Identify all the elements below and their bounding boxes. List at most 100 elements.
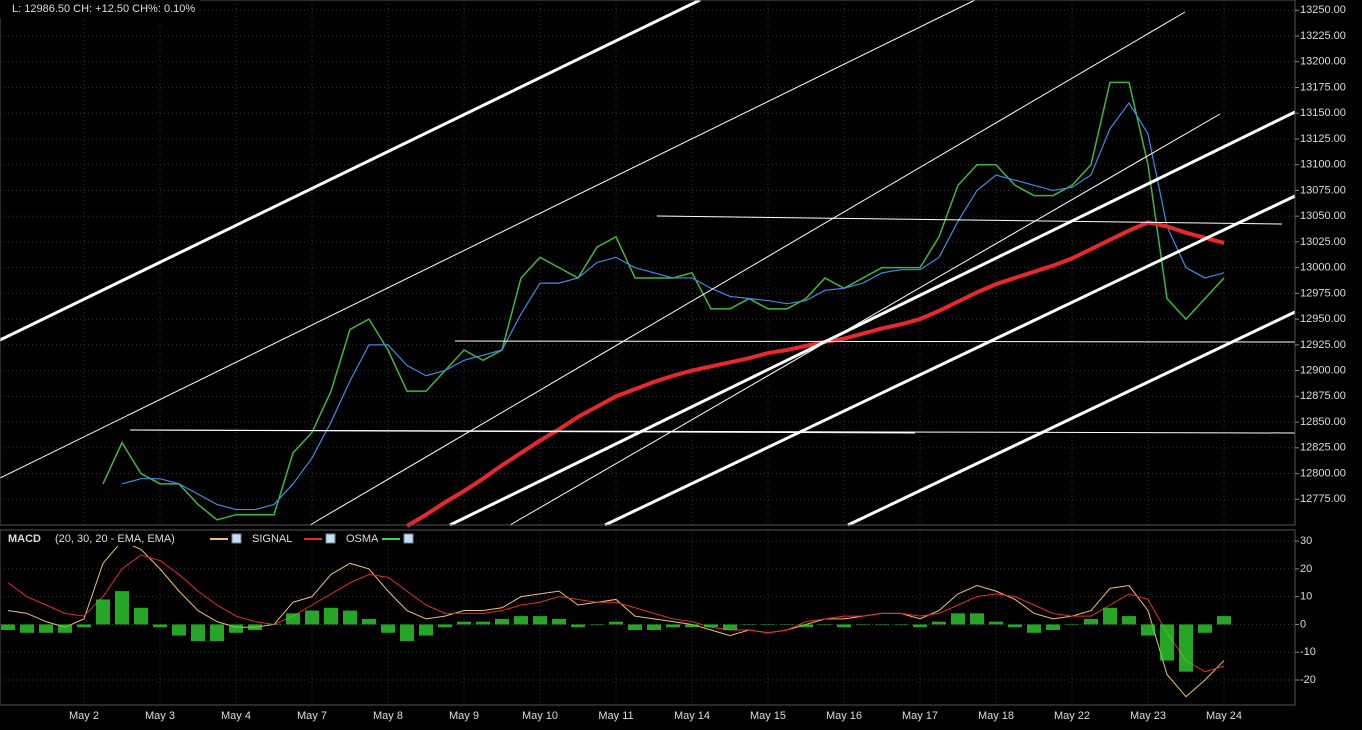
y-tick-label: 13100.00 (1300, 159, 1346, 171)
y-tick-label: 12925.00 (1300, 339, 1346, 351)
y-tick-label: 30 (1300, 535, 1312, 547)
x-tick-label: May 7 (297, 710, 327, 722)
legend-checkbox (325, 533, 336, 544)
y-tick-label: 20 (1300, 563, 1312, 575)
series-line (102, 81, 1225, 521)
legend-label: SIGNAL (252, 533, 292, 545)
x-tick-label: May 3 (145, 710, 175, 722)
x-tick-label: May 22 (1054, 710, 1090, 722)
osma-bar (723, 624, 737, 630)
x-tick-label: May 10 (522, 710, 558, 722)
osma-bar (495, 618, 509, 625)
osma-bar (704, 624, 718, 628)
osma-bar (989, 621, 1003, 625)
osma-bar (267, 624, 281, 625)
osma-bar (894, 624, 908, 625)
trend-line (0, 0, 701, 342)
osma-bar (191, 624, 205, 642)
y-tick-label: 13250.00 (1300, 4, 1346, 16)
osma-bar (39, 624, 53, 633)
x-tick-label: May 24 (1206, 710, 1242, 722)
osma-bar (324, 607, 338, 625)
osma-bar (1160, 624, 1174, 661)
osma-bar (761, 624, 775, 625)
osma-bar (20, 624, 34, 633)
trend-line (509, 113, 1221, 526)
y-tick-label: 12975.00 (1300, 287, 1346, 299)
price-panel-border (0, 0, 1296, 526)
osma-bar (457, 621, 471, 625)
osma-bar (913, 624, 927, 628)
series-line (7, 540, 1225, 698)
y-tick-label: 0 (1300, 618, 1306, 630)
x-tick-label: May 2 (69, 710, 99, 722)
osma-bar (1008, 624, 1022, 628)
osma-bar (305, 610, 319, 625)
osma-bar (1, 624, 15, 630)
trend-line (604, 194, 1296, 527)
plot (1, 81, 1231, 698)
osma-bar (647, 624, 661, 630)
y-tick-label: 12950.00 (1300, 313, 1346, 325)
x-tick-label: May 18 (978, 710, 1014, 722)
y-tick-label: 13125.00 (1300, 133, 1346, 145)
osma-bar (780, 624, 794, 625)
osma-bar (58, 624, 72, 633)
osma-bar (609, 621, 623, 625)
trend-lines (0, 0, 1296, 527)
osma-bar (153, 624, 167, 628)
osma-bar (172, 624, 186, 636)
trend-line (129, 429, 1296, 434)
osma-bar (1046, 624, 1060, 630)
osma-bar (951, 613, 965, 625)
osma-bar (77, 624, 91, 628)
osma-bar (875, 624, 889, 625)
osma-bar (628, 624, 642, 630)
y-tick-label: 13000.00 (1300, 262, 1346, 274)
y-tick-label: 12800.00 (1300, 467, 1346, 479)
osma-bar (1179, 624, 1193, 672)
y-tick-label: 13075.00 (1300, 184, 1346, 196)
y-tick-label: 12850.00 (1300, 416, 1346, 428)
legend-checkbox (231, 533, 242, 544)
series-line (121, 101, 1225, 511)
osma-bar (362, 618, 376, 625)
x-tick-label: May 23 (1130, 710, 1166, 722)
y-tick-label: 12775.00 (1300, 493, 1346, 505)
osma-bar (134, 607, 148, 625)
osma-bar (248, 624, 262, 630)
osma-bar (1122, 616, 1136, 625)
y-tick-label: 13050.00 (1300, 210, 1346, 222)
legend-bg (2, 532, 402, 546)
x-tick-label: May 11 (598, 710, 633, 722)
osma-bar (1027, 624, 1041, 633)
trend-line (847, 310, 1296, 527)
osma-bar (571, 624, 585, 628)
x-tick-label: May 9 (449, 710, 479, 722)
osma-bar (666, 624, 680, 628)
osma-bar (1065, 624, 1079, 625)
osma-bar (343, 610, 357, 625)
y-tick-label: 13025.00 (1300, 236, 1346, 248)
macd-panel-border (0, 529, 1296, 706)
trend-line (309, 11, 1186, 526)
osma-bar (96, 599, 110, 625)
header-bg (0, 0, 200, 18)
x-tick-label: May 14 (674, 710, 710, 722)
osma-bar (438, 624, 452, 628)
series-line (405, 220, 1225, 528)
osma-bar (932, 621, 946, 625)
osma-bar (818, 624, 832, 625)
x-tick-label: May 16 (826, 710, 862, 722)
osma-bar (115, 591, 129, 625)
osma-bar (1217, 616, 1231, 625)
legend-label: OSMA (346, 533, 379, 545)
header: L: 12986.50 CH: +12.50 CH%: 0.10% (12, 3, 195, 15)
trend-line (656, 215, 1283, 225)
macd-title: MACD (8, 533, 41, 545)
y-tick-label: 13225.00 (1300, 30, 1346, 42)
y-tick-label: 13200.00 (1300, 56, 1346, 68)
osma-bar (514, 616, 528, 625)
x-tick-label: May 17 (902, 710, 938, 722)
